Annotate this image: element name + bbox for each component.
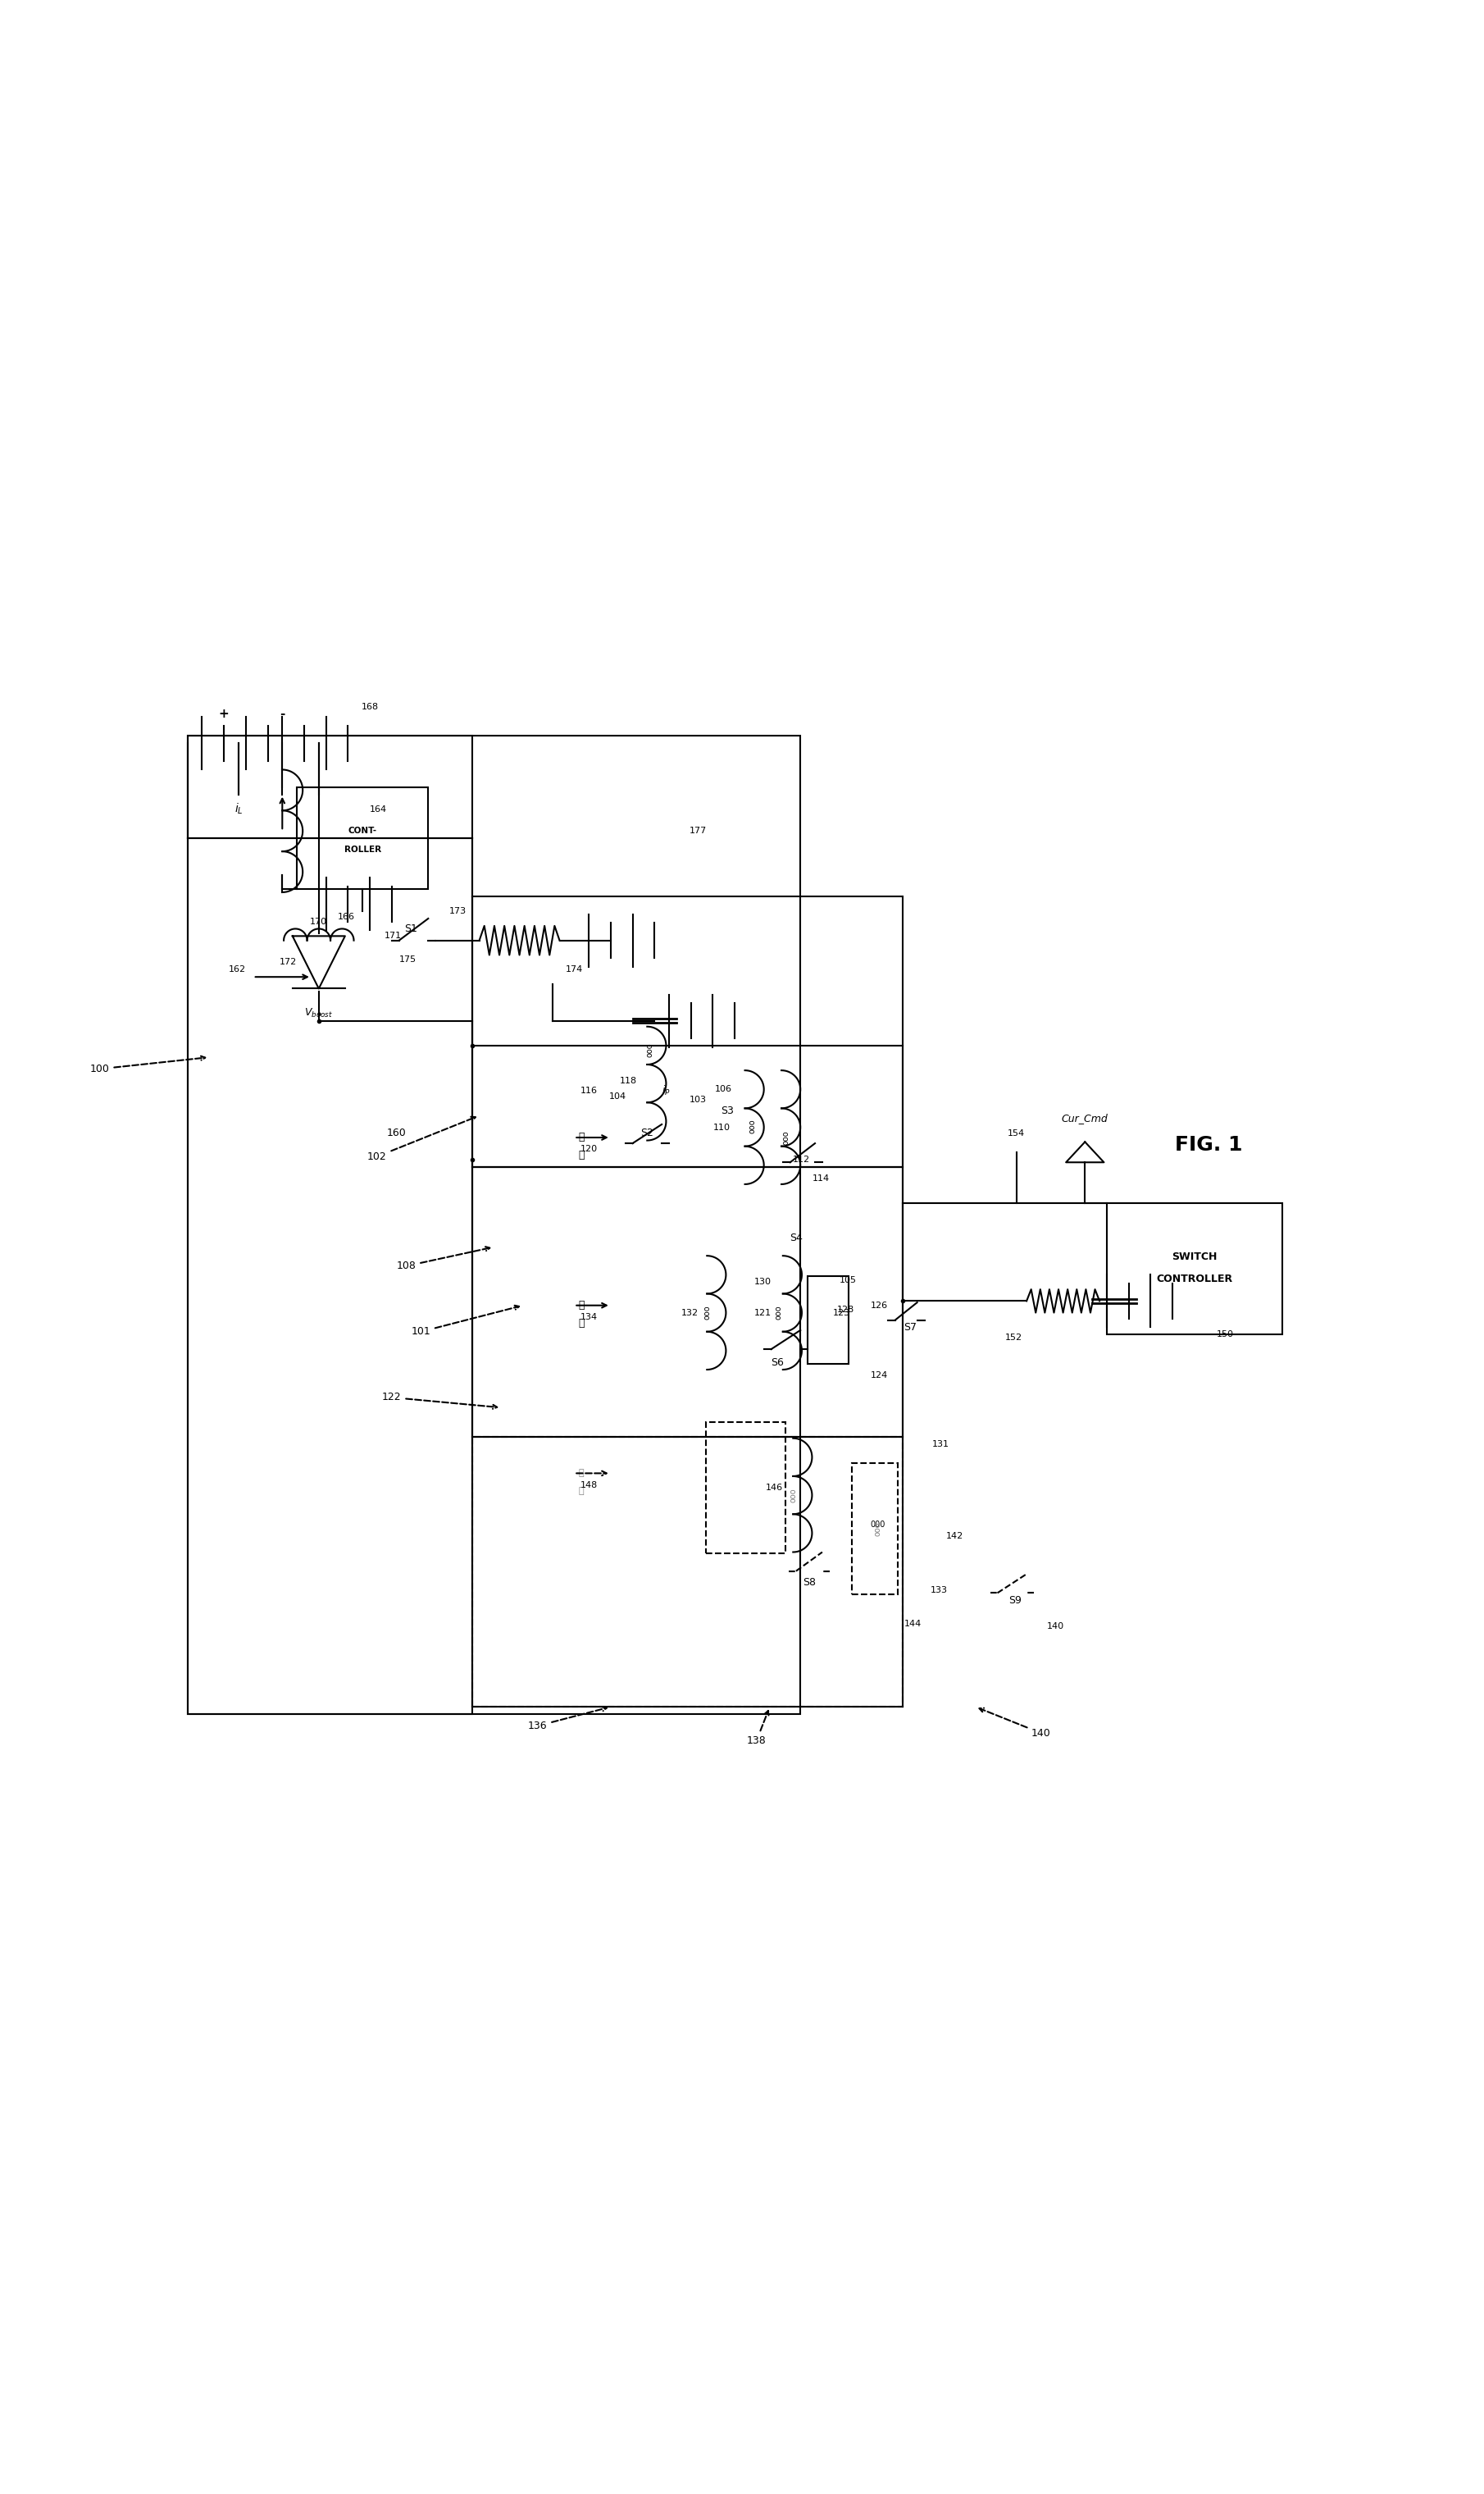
Text: S9: S9 <box>1009 1596 1021 1606</box>
Text: 154: 154 <box>1008 1130 1025 1137</box>
Text: 144: 144 <box>904 1619 922 1629</box>
Text: 116: 116 <box>580 1087 598 1095</box>
Text: 140: 140 <box>979 1708 1051 1738</box>
Text: 142: 142 <box>947 1531 963 1541</box>
Bar <box>807 1277 849 1364</box>
Text: 175: 175 <box>399 955 417 963</box>
Bar <box>297 788 429 890</box>
Bar <box>1107 1202 1282 1334</box>
Text: S7: S7 <box>904 1322 917 1332</box>
Text: 162: 162 <box>229 965 246 973</box>
Text: 150: 150 <box>1217 1329 1233 1339</box>
Bar <box>705 1422 787 1554</box>
Text: 100: 100 <box>91 1055 205 1075</box>
Bar <box>472 898 902 1167</box>
Text: 172: 172 <box>279 958 297 968</box>
Text: ooo: ooo <box>703 1304 711 1319</box>
Text: 166: 166 <box>338 913 355 920</box>
Text: 128: 128 <box>837 1307 855 1314</box>
Text: 》: 》 <box>579 1486 585 1494</box>
Text: 177: 177 <box>690 828 706 835</box>
Text: 114: 114 <box>812 1175 830 1182</box>
Text: 108: 108 <box>396 1247 490 1272</box>
Text: ooo: ooo <box>646 1042 654 1057</box>
Text: 124: 124 <box>871 1372 887 1379</box>
Text: ooo: ooo <box>789 1489 797 1501</box>
Bar <box>852 1464 898 1594</box>
Text: 171: 171 <box>384 933 402 940</box>
Text: FIG. 1: FIG. 1 <box>1175 1135 1242 1155</box>
Text: 103: 103 <box>690 1095 706 1105</box>
Text: 120: 120 <box>580 1145 598 1152</box>
Text: 148: 148 <box>580 1481 598 1489</box>
Text: ROLLER: ROLLER <box>344 845 381 853</box>
Text: 》: 》 <box>579 1150 585 1160</box>
Text: 102: 102 <box>368 1117 475 1162</box>
Text: 》: 》 <box>579 1317 585 1329</box>
Text: 173: 173 <box>448 908 466 915</box>
Text: +: + <box>218 708 229 721</box>
Text: -: - <box>279 708 285 721</box>
Text: 168: 168 <box>361 703 378 711</box>
Text: 160: 160 <box>386 1127 405 1137</box>
Text: SWITCH: SWITCH <box>1172 1252 1217 1262</box>
Text: 104: 104 <box>610 1092 626 1100</box>
Text: 110: 110 <box>714 1122 730 1132</box>
Text: 122: 122 <box>381 1392 497 1409</box>
Text: $i_L$: $i_L$ <box>234 803 243 816</box>
Text: CONTROLLER: CONTROLLER <box>1156 1274 1233 1284</box>
Text: ooo: ooo <box>775 1304 782 1319</box>
Text: 118: 118 <box>620 1077 637 1085</box>
Bar <box>187 736 472 1713</box>
Text: 132: 132 <box>681 1309 697 1317</box>
Text: 152: 152 <box>1005 1334 1022 1342</box>
Bar <box>187 736 800 1713</box>
Text: S1: S1 <box>404 923 417 935</box>
Text: $V_{boost}$: $V_{boost}$ <box>304 1008 332 1020</box>
Text: 105: 105 <box>840 1277 856 1284</box>
Text: 000: 000 <box>870 1521 886 1529</box>
Text: 106: 106 <box>714 1085 732 1092</box>
Text: 170: 170 <box>310 918 328 925</box>
Bar <box>472 1167 902 1437</box>
Text: 134: 134 <box>580 1312 598 1322</box>
Text: 《: 《 <box>579 1132 585 1142</box>
Text: 138: 138 <box>746 1711 769 1746</box>
Text: S2: S2 <box>641 1127 653 1137</box>
Text: 101: 101 <box>411 1304 519 1337</box>
Text: 121: 121 <box>754 1309 772 1317</box>
Text: ooo: ooo <box>874 1521 881 1536</box>
Text: S8: S8 <box>803 1576 816 1589</box>
Text: 《: 《 <box>579 1299 585 1312</box>
Text: S6: S6 <box>770 1357 784 1367</box>
Text: 164: 164 <box>370 806 387 813</box>
Text: S4: S4 <box>789 1232 803 1245</box>
Text: 146: 146 <box>766 1484 782 1491</box>
Text: 136: 136 <box>528 1706 607 1731</box>
Text: 《: 《 <box>579 1469 585 1476</box>
Text: 123: 123 <box>833 1309 850 1317</box>
Text: Cur_Cmd: Cur_Cmd <box>1061 1112 1109 1125</box>
Bar <box>472 1437 902 1706</box>
Text: 133: 133 <box>930 1586 948 1594</box>
Text: 131: 131 <box>932 1439 948 1449</box>
Text: ooo: ooo <box>782 1130 789 1145</box>
Text: S3: S3 <box>721 1105 735 1117</box>
Text: CONT-: CONT- <box>349 828 377 835</box>
Text: ooo: ooo <box>748 1120 757 1132</box>
Text: 140: 140 <box>1048 1624 1064 1631</box>
Text: 130: 130 <box>754 1277 772 1287</box>
Text: 174: 174 <box>565 965 583 973</box>
Text: 112: 112 <box>792 1155 810 1165</box>
Text: 126: 126 <box>871 1302 887 1309</box>
Text: $i_P$: $i_P$ <box>662 1085 671 1097</box>
